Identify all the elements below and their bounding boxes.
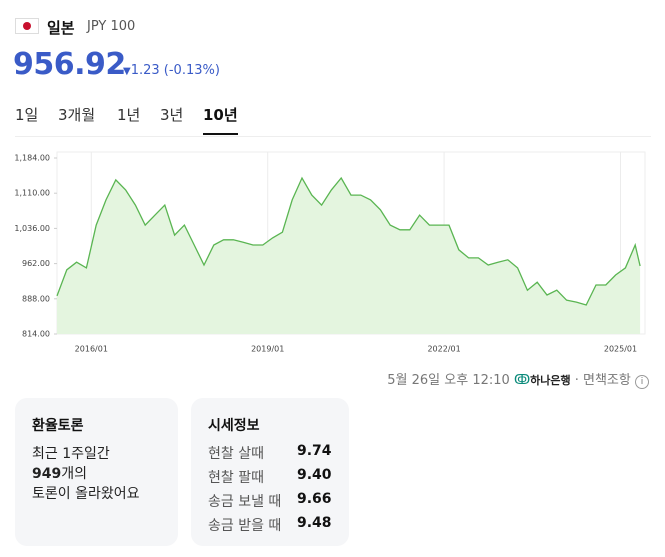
tab[interactable]: 1일 — [15, 106, 39, 124]
x-tick-label: 2016/01 — [75, 345, 108, 354]
tab[interactable]: 3개월 — [58, 106, 96, 124]
tab[interactable]: 10년 — [203, 104, 238, 135]
text: 토론이 올라왔어요 — [32, 486, 140, 502]
count: 949 — [32, 466, 62, 482]
x-tick-label: 2022/01 — [427, 345, 460, 354]
tab[interactable]: 1년 — [117, 106, 141, 124]
timestamp: 5월 26일 오후 12:10 — [387, 373, 510, 388]
quote-value: 9.74 — [297, 443, 332, 459]
disclaimer[interactable]: 면책조항 — [583, 373, 631, 388]
y-tick-label: 888.00 — [22, 294, 50, 303]
separator — [15, 136, 651, 137]
quote-label: 현찰 살때 — [208, 446, 264, 462]
area-fill — [57, 178, 641, 334]
x-tick-label: 2025/01 — [604, 345, 637, 354]
quote-label: 현찰 팔때 — [208, 470, 264, 486]
price: 956.92 — [13, 47, 126, 82]
chart: 814.00 888.00 962.00 1,036.00 1,110.00 1,184.… — [14, 151, 646, 354]
discussion-card[interactable]: 환율토론 최근 1주일간 949개의 토론이 올라왔어요 — [15, 398, 178, 546]
tab[interactable]: 3년 — [160, 106, 184, 124]
x-tick-label: 2019/01 — [251, 345, 284, 354]
bank: 하나은행 — [530, 374, 571, 387]
quote-label: 송금 받을 때 — [208, 518, 282, 534]
currency-code: JPY 100 — [87, 19, 136, 34]
change: ▼1.23 (-0.13%) — [123, 63, 220, 78]
card-title: 시세정보 — [208, 418, 260, 434]
quote-value: 9.48 — [297, 515, 332, 531]
card-title: 환율토론 — [32, 418, 84, 434]
y-tick-label: 1,184.00 — [14, 154, 50, 163]
y-tick-label: 962.00 — [22, 259, 50, 268]
y-tick-label: 1,110.00 — [14, 189, 50, 198]
flag-icon — [15, 18, 39, 34]
quote-label: 송금 보낼 때 — [208, 494, 282, 510]
change-value: 1.23 — [130, 63, 160, 78]
price-line — [56, 176, 641, 306]
y-tick-label: 814.00 — [22, 330, 50, 339]
quote-value: 9.66 — [297, 491, 332, 507]
quote-value: 9.40 — [297, 467, 332, 483]
text: 개의 — [61, 466, 87, 482]
country-name: 일본 — [47, 19, 75, 37]
text: 최근 1주일간 — [32, 446, 110, 462]
y-tick-label: 1,036.00 — [14, 224, 50, 233]
change-pct: (-0.13%) — [163, 63, 220, 78]
text: 949개의 — [32, 463, 87, 483]
quotes-card: 시세정보 현찰 살때 9.74 현찰 팔때 9.40 송금 보낼 때 9.66 송금 … — [191, 398, 349, 546]
footer: 5월 26일 오후 12:10 ↂ하나은행 · 면책조항 i — [387, 369, 649, 389]
